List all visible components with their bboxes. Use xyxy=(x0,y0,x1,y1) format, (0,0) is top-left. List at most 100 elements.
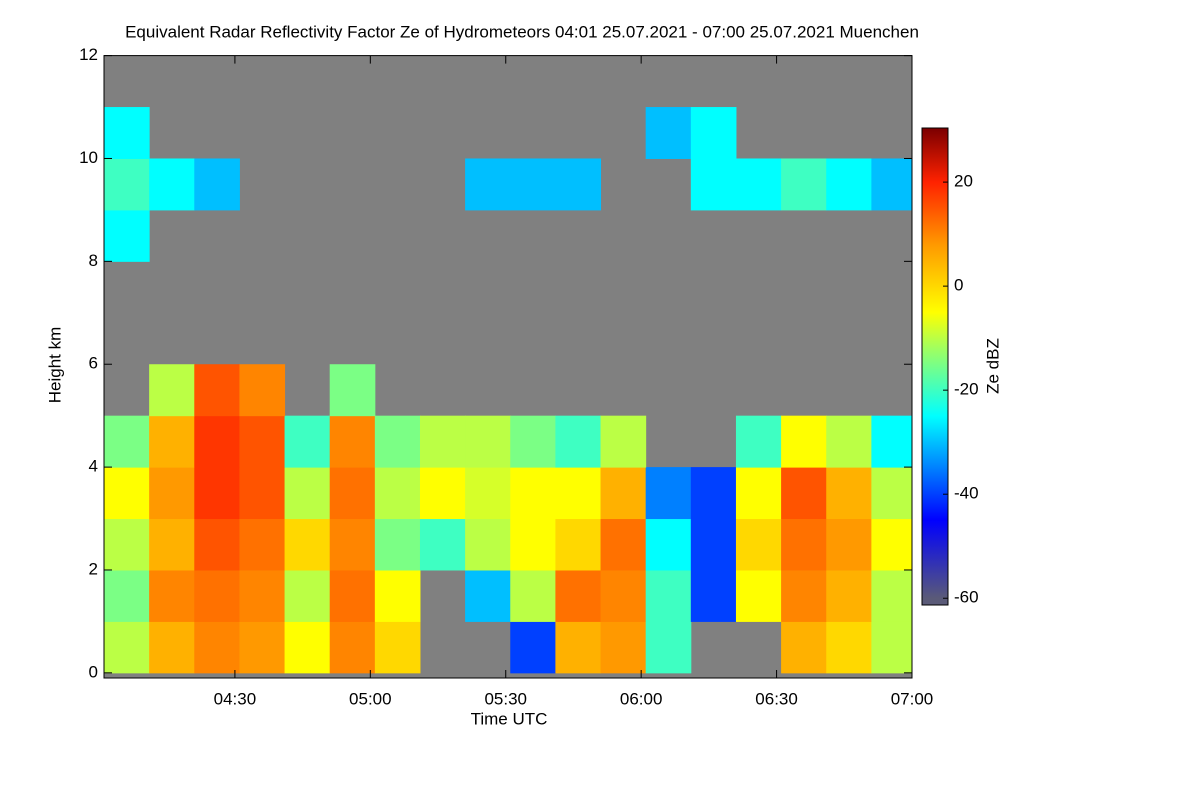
heat-cell xyxy=(826,518,872,571)
heat-cell xyxy=(871,415,913,468)
heat-cell xyxy=(690,158,737,211)
colorbar-tick-label: -60 xyxy=(954,588,979,607)
heat-cell xyxy=(510,158,556,211)
heat-cell xyxy=(329,415,376,468)
heat-cell xyxy=(510,467,556,520)
heat-cell xyxy=(149,415,195,468)
heat-cell xyxy=(149,518,195,571)
heat-cell xyxy=(555,467,602,520)
y-tick-label: 8 xyxy=(89,251,98,270)
heat-cell xyxy=(329,467,376,520)
heat-cell xyxy=(871,569,913,622)
heat-cell xyxy=(555,518,602,571)
heat-cell xyxy=(555,415,602,468)
heat-cell xyxy=(871,621,913,674)
heat-cell xyxy=(374,518,421,571)
heat-cell xyxy=(104,467,150,520)
heat-cell xyxy=(374,621,421,674)
heat-cell xyxy=(104,518,150,571)
heat-cell xyxy=(510,621,556,674)
y-tick-label: 6 xyxy=(89,354,98,373)
heat-cell xyxy=(600,621,647,674)
heat-cell xyxy=(104,107,150,159)
plot-frame xyxy=(103,55,913,679)
x-tick-label: 04:30 xyxy=(214,689,257,708)
heat-cell xyxy=(871,467,913,520)
heat-cell xyxy=(781,518,827,571)
colorbar-tick-label: -20 xyxy=(954,380,979,399)
heat-cell xyxy=(510,518,556,571)
heat-cell xyxy=(194,621,240,674)
colorbar-tick-label: 0 xyxy=(954,276,963,295)
heat-cell xyxy=(239,467,286,520)
heat-cell xyxy=(735,158,782,211)
heat-cell xyxy=(510,569,556,622)
heat-cell xyxy=(239,415,286,468)
colorbar-tick-label: -40 xyxy=(954,484,979,503)
heat-cell xyxy=(465,467,511,520)
y-tick-label: 10 xyxy=(79,148,98,167)
heat-cell xyxy=(149,364,195,417)
heat-cell xyxy=(781,415,827,468)
x-tick-label: 07:00 xyxy=(891,689,934,708)
heat-cell xyxy=(645,467,692,520)
heat-cell xyxy=(374,467,421,520)
heat-cell xyxy=(781,621,827,674)
heat-cell xyxy=(826,158,872,211)
x-tick-label: 06:00 xyxy=(620,689,663,708)
heat-cell xyxy=(284,569,331,622)
heat-cell xyxy=(149,158,195,211)
heat-cell xyxy=(104,621,150,674)
heat-cell xyxy=(149,467,195,520)
heat-cell xyxy=(600,569,647,622)
heat-cell xyxy=(871,158,913,211)
heat-cell xyxy=(194,158,240,211)
heat-cell xyxy=(104,209,150,262)
y-tick-label: 12 xyxy=(79,45,98,64)
x-tick-label: 05:30 xyxy=(484,689,527,708)
heat-cell xyxy=(284,621,331,674)
heat-cell xyxy=(645,518,692,571)
heat-cell xyxy=(735,467,782,520)
heat-cell xyxy=(419,518,466,571)
heat-cell xyxy=(239,569,286,622)
y-tick-label: 4 xyxy=(89,457,98,476)
heat-cell xyxy=(781,569,827,622)
heat-cell xyxy=(284,467,331,520)
heat-cell xyxy=(600,467,647,520)
heat-cell xyxy=(690,107,737,159)
heat-cell xyxy=(781,467,827,520)
heat-cell xyxy=(690,569,737,622)
colorbar-tick-label: 20 xyxy=(954,172,973,191)
heat-cell xyxy=(194,569,240,622)
heat-cell xyxy=(104,415,150,468)
heat-cell xyxy=(735,518,782,571)
heat-cell xyxy=(555,158,602,211)
heat-cell xyxy=(465,415,511,468)
heat-cell xyxy=(239,364,286,417)
heat-cell xyxy=(284,518,331,571)
heat-cell xyxy=(329,621,376,674)
heat-cell xyxy=(555,569,602,622)
heat-cell xyxy=(465,518,511,571)
colorbar-label: Ze dBZ xyxy=(983,338,1002,394)
heat-cell xyxy=(239,518,286,571)
heat-cell xyxy=(194,518,240,571)
heat-cell xyxy=(374,415,421,468)
heat-cell xyxy=(329,364,376,417)
heat-cell xyxy=(871,518,913,571)
heat-cell xyxy=(690,518,737,571)
heat-cell xyxy=(600,415,647,468)
x-tick-label: 06:30 xyxy=(755,689,798,708)
heat-cell xyxy=(826,621,872,674)
heat-cell xyxy=(239,621,286,674)
colorbar xyxy=(921,127,949,606)
heat-cell xyxy=(690,467,737,520)
x-tick-label: 05:00 xyxy=(349,689,392,708)
heat-cell xyxy=(645,621,692,674)
heat-cell xyxy=(735,415,782,468)
heat-cell xyxy=(374,569,421,622)
heat-cell xyxy=(194,364,240,417)
heat-cell xyxy=(735,569,782,622)
